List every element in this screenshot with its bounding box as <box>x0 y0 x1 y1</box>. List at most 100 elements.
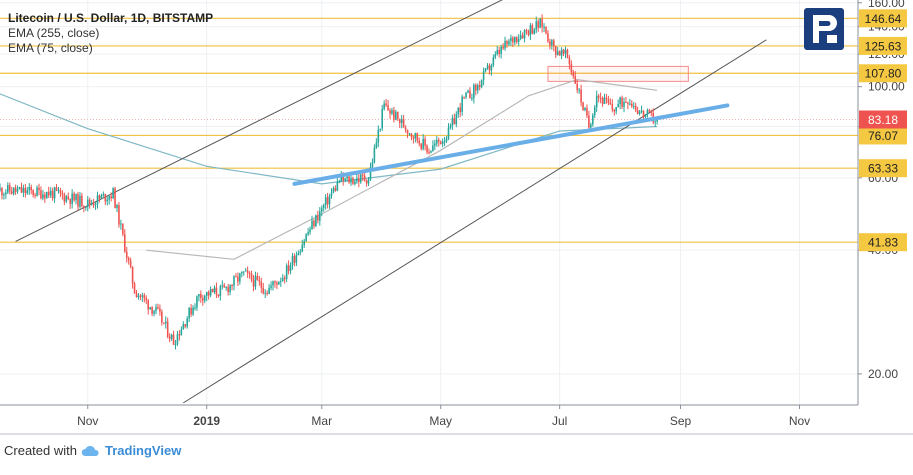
candle-body <box>646 110 649 115</box>
candle-body <box>358 178 360 183</box>
candle-body <box>644 114 647 118</box>
candle-body <box>334 188 337 191</box>
candle-body <box>28 187 31 191</box>
candle-body <box>391 110 393 114</box>
candle-body <box>492 57 495 66</box>
candle-body <box>291 256 294 266</box>
candle-body <box>127 258 130 261</box>
candle-body <box>361 174 364 176</box>
candle-body <box>373 147 376 163</box>
level-lines <box>0 17 858 243</box>
candle-body <box>451 118 454 126</box>
channel-lines <box>15 0 767 404</box>
candle-body <box>18 187 21 190</box>
candle-body <box>397 111 399 119</box>
level-badge-bg <box>859 233 907 252</box>
candle-body <box>486 65 489 69</box>
candle-body <box>426 145 428 153</box>
candle-body <box>352 178 354 184</box>
candle-body <box>638 111 641 114</box>
candle-body <box>213 287 216 293</box>
candle-body <box>94 204 97 206</box>
candle-body <box>67 196 70 199</box>
candle-body <box>278 281 280 285</box>
candle-body <box>145 298 148 301</box>
candle-body <box>500 46 502 54</box>
candle-body <box>1 188 3 196</box>
candle-body <box>320 208 323 212</box>
candle-body <box>8 185 11 192</box>
candle-body <box>395 111 397 120</box>
candle-body <box>313 220 315 227</box>
candle-body <box>564 49 567 54</box>
candle-body <box>22 188 25 193</box>
candle-body <box>537 21 539 28</box>
level-badge-bg <box>859 64 907 83</box>
candle-body <box>73 193 75 201</box>
candle-body <box>580 89 582 103</box>
candle-body <box>287 265 290 271</box>
candle-body <box>92 203 95 206</box>
candle-body <box>328 196 331 205</box>
candle-body <box>560 49 563 56</box>
tradingview-brand[interactable]: TradingView <box>104 443 182 458</box>
candle-body <box>272 281 274 286</box>
candle-body <box>554 46 557 55</box>
candle-body <box>443 141 446 143</box>
candle-body <box>613 109 616 112</box>
candle-body <box>465 92 467 98</box>
candle-body <box>607 99 610 103</box>
candle-body <box>496 49 499 54</box>
candle-body <box>535 21 538 30</box>
candle-body <box>578 89 580 91</box>
candle-body <box>476 85 479 91</box>
candle-body <box>527 30 530 35</box>
candle-body <box>285 265 288 280</box>
candle-body <box>283 277 286 280</box>
candle-body <box>322 205 325 209</box>
candle-body <box>215 287 218 295</box>
candle-body <box>297 253 300 256</box>
candle-body <box>295 255 298 263</box>
candle-body <box>490 65 493 71</box>
candle-body <box>7 185 9 193</box>
candle-body <box>164 321 167 324</box>
candle-body <box>570 63 573 72</box>
candle-body <box>129 260 132 267</box>
symbol-title: Litecoin / U.S. Dollar, 1D, BITSTAMP <box>8 11 214 25</box>
level-badge: 76.07 <box>868 129 898 143</box>
candle-body <box>102 194 105 196</box>
candle-body <box>53 187 56 199</box>
y-tick-label: 20.00 <box>868 367 898 381</box>
candle-body <box>441 141 444 145</box>
candle-body <box>514 36 516 43</box>
candle-body <box>59 190 62 194</box>
candle-body <box>147 300 149 310</box>
candle-body <box>621 97 623 107</box>
candle-body <box>299 251 302 254</box>
candle-body <box>422 138 424 149</box>
candle-body <box>235 276 237 278</box>
candle-body <box>229 285 231 293</box>
candle-body <box>61 193 64 195</box>
candle-body <box>574 76 577 84</box>
candle-body <box>317 215 319 221</box>
candle-body <box>445 138 448 142</box>
candle-body <box>393 110 395 120</box>
candle-body <box>307 232 309 235</box>
candle-body <box>615 106 617 112</box>
candle-body <box>400 119 403 124</box>
support-trend-line <box>292 103 730 186</box>
candle-body <box>120 223 122 225</box>
candle-body <box>260 281 263 288</box>
candle-body <box>225 286 227 288</box>
candle-body <box>262 287 265 294</box>
candle-body <box>525 30 528 32</box>
level-badge-bg <box>859 126 907 145</box>
candle-body <box>301 245 304 252</box>
x-tick-label: Jul <box>552 414 567 428</box>
candle-body <box>453 118 456 125</box>
candle-body <box>430 151 432 153</box>
candle-body <box>543 26 545 28</box>
